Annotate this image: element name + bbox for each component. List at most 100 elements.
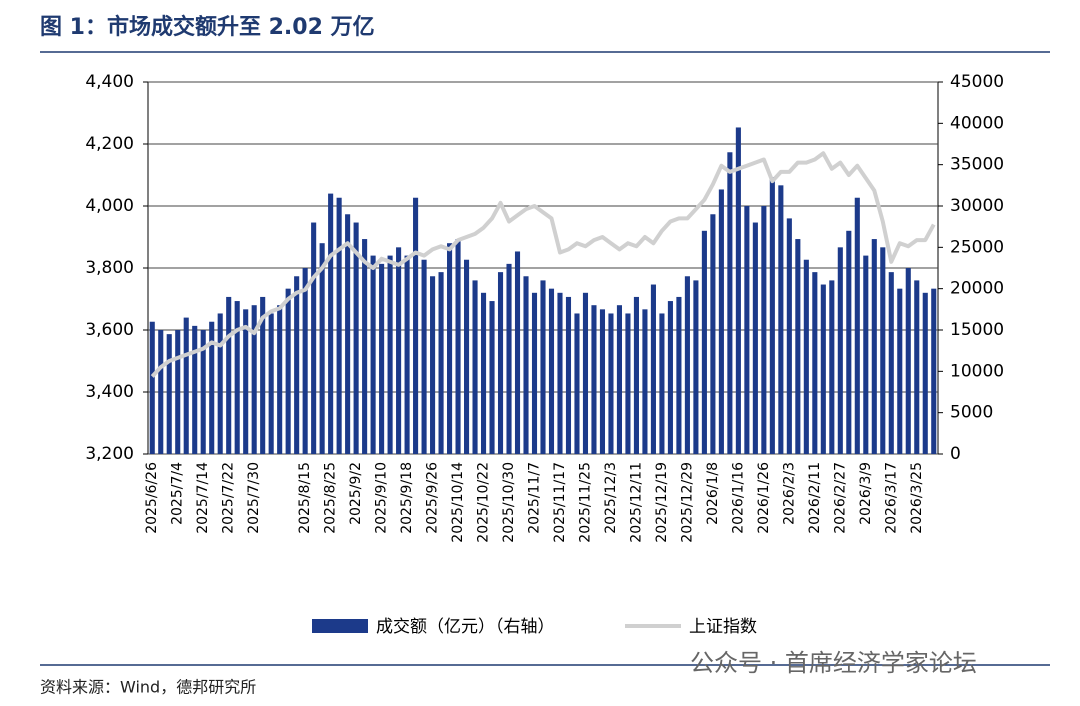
bar [820,284,826,454]
bar [846,230,852,454]
x-tick-label: 2025/7/30 [246,462,262,534]
bar [633,296,639,454]
x-tick-label: 2026/2/3 [781,462,797,525]
y-tick-label: 4,000 [85,196,134,216]
bar [829,280,835,454]
bar [319,243,325,454]
bar [506,263,512,454]
bar [455,239,461,454]
bar [659,313,665,454]
bar [863,255,869,454]
bar [531,292,538,454]
bar [642,309,648,454]
x-tick-label: 2026/3/9 [858,462,874,525]
bar [472,280,478,454]
bar [396,247,402,454]
bar [574,313,580,454]
x-tick-label: 2025/6/26 [144,462,160,534]
x-tick-label: 2025/9/18 [399,462,415,534]
bar [260,296,266,454]
bar [710,214,716,454]
bar [285,288,291,454]
bar [565,296,572,454]
bar [379,263,385,454]
bar [209,321,215,454]
watermark: 公众号 · 首席经济学家论坛 [690,649,977,677]
bar [404,255,410,454]
bar [362,239,368,454]
x-tick-label: 2025/12/29 [679,462,695,543]
x-tick-label: 2025/12/19 [654,462,670,543]
bar [744,206,750,454]
x-tick-label: 2025/10/14 [450,462,466,543]
bar [888,272,894,454]
bar [795,239,801,454]
bar [727,152,733,454]
y2-tick-label: 45000 [950,72,1004,92]
bar [548,288,555,454]
y-tick-label: 3,400 [85,382,134,402]
bar [914,280,920,454]
bar [514,251,521,454]
x-tick-label: 2025/7/4 [170,462,186,525]
bar [591,305,597,454]
bar [735,127,741,454]
x-tick-label: 2025/10/30 [501,462,517,543]
bar [761,206,767,454]
x-tick-label: 2025/8/25 [323,462,339,534]
y2-tick-label: 30000 [950,196,1004,216]
bar [905,268,911,454]
bar [192,325,198,454]
bar [778,185,784,455]
bar [158,330,164,454]
x-tick-label: 2025/11/25 [577,462,593,543]
y-tick-label: 3,800 [85,258,134,278]
bar [803,259,809,454]
y2-tick-label: 5000 [950,403,993,423]
x-tick-label: 2025/7/22 [221,462,237,534]
bar [438,272,444,454]
x-tick-label: 2025/9/2 [348,462,364,525]
bar [693,280,699,454]
bar [676,296,682,454]
x-tick-label: 2025/9/10 [374,462,390,534]
bar [175,330,181,454]
bar [854,197,860,454]
legend-label: 成交额（亿元）（右轴） [376,617,555,637]
bar [268,313,274,454]
y2-tick-label: 35000 [950,155,1004,175]
y-tick-label: 4,200 [85,134,134,154]
bar [616,305,622,454]
bar [387,255,393,454]
bar [557,292,563,454]
bar [625,313,631,454]
y2-tick-label: 10000 [950,361,1004,381]
x-tick-label: 2026/3/17 [883,462,899,534]
bar [370,255,376,454]
bar [336,197,342,454]
x-tick-label: 2026/3/25 [909,462,925,534]
y2-tick-label: 25000 [950,237,1004,257]
source: 资料来源：Wind，德邦研究所 [40,678,256,697]
bar [234,301,240,454]
bar [328,193,334,454]
bar [277,305,283,454]
bar [294,276,300,454]
bar [752,222,758,454]
bar [667,301,673,454]
bar [480,292,487,454]
bar [523,276,529,454]
x-tick-label: 2025/12/3 [603,462,619,534]
bar [166,334,172,454]
bar [311,222,317,454]
bar [413,197,419,454]
bar [217,313,223,454]
bar [200,330,206,454]
x-tick-label: 2026/1/16 [730,462,746,534]
x-tick-label: 2025/9/26 [425,462,441,534]
bar [871,239,877,454]
bar [183,317,189,454]
chart-title: 图 1：市场成交额升至 2.02 万亿 [40,14,375,40]
bar [421,259,427,454]
